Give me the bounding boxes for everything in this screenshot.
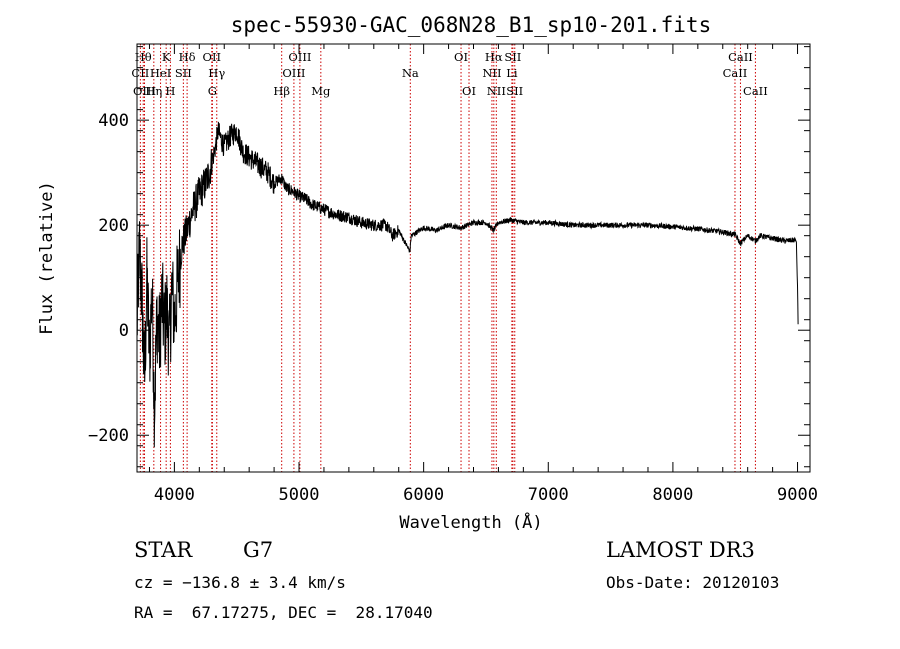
y-tick-label: 400 (98, 111, 129, 131)
spectral-line-label: CII (131, 66, 149, 80)
spectral-line-label: Hβ (273, 84, 290, 98)
y-axis-label: Flux (relative) (37, 181, 57, 335)
spectral-line-label: Hη (145, 84, 162, 98)
spectral-line-label: OII (203, 50, 222, 64)
spectral-line-label: Mg (311, 84, 331, 98)
x-tick-label: 7000 (528, 485, 569, 505)
spectral-line-label: CaII (723, 66, 748, 80)
x-tick-label: 4000 (154, 485, 195, 505)
y-axis: −200 0 200 400 (88, 46, 810, 468)
spectral-line-label: NII (482, 66, 501, 80)
spectral-line-label: OIII (133, 84, 156, 98)
spectral-line-label: CaII (743, 84, 768, 98)
spectral-line-label: Hθ (135, 50, 152, 64)
spectral-line-label: G (208, 84, 217, 98)
spectral-line-label: OIII (282, 66, 305, 80)
x-tick-label: 5000 (279, 485, 320, 505)
spectral-line-label: OI (454, 50, 468, 64)
spectral-line-label: Li (506, 66, 518, 80)
x-tick-label: 9000 (777, 485, 818, 505)
x-tick-label: 6000 (403, 485, 444, 505)
object-subclass: G7 (243, 538, 274, 562)
x-axis: 4000 5000 6000 7000 8000 9000 (148, 44, 818, 505)
x-tick-label: 8000 (652, 485, 693, 505)
spectral-line-label: CaII (728, 50, 753, 64)
spectral-line-label: SII (504, 50, 521, 64)
spectral-line-label: SII (175, 66, 192, 80)
x-axis-label: Wavelength (Å) (399, 511, 542, 533)
y-tick-label: −200 (88, 426, 129, 446)
obs-date: Obs-Date: 20120103 (606, 573, 780, 592)
spectral-line-label: OI (462, 84, 476, 98)
redshift-cz: cz = −136.8 ± 3.4 km/s (134, 573, 346, 592)
y-tick-label: 0 (119, 321, 129, 341)
spectrum-series-line (137, 121, 799, 448)
spectral-line-label: Hγ (208, 66, 225, 80)
spectral-line-label: Hα (485, 50, 503, 64)
spectral-line-label: SII (506, 84, 523, 98)
spectral-line-label: Na (402, 66, 419, 80)
object-class: STAR (134, 538, 193, 562)
spectral-line-label: K (162, 50, 171, 64)
spectral-line-label: H (165, 84, 175, 98)
plot-frame (136, 43, 811, 473)
spectral-line-label: HeI (150, 66, 171, 80)
y-tick-label: 200 (98, 216, 129, 236)
chart-title: spec-55930-GAC_068N28_B1_sp10-201.fits (231, 13, 711, 37)
spectral-line-label: OIII (288, 50, 311, 64)
spectral-line-label: NII (487, 84, 506, 98)
survey-name: LAMOST DR3 (606, 538, 755, 562)
spectral-line-markers (139, 44, 756, 472)
coordinates: RA = 67.17275, DEC = 28.17040 (134, 603, 433, 622)
spectral-line-label: Hδ (179, 50, 196, 64)
